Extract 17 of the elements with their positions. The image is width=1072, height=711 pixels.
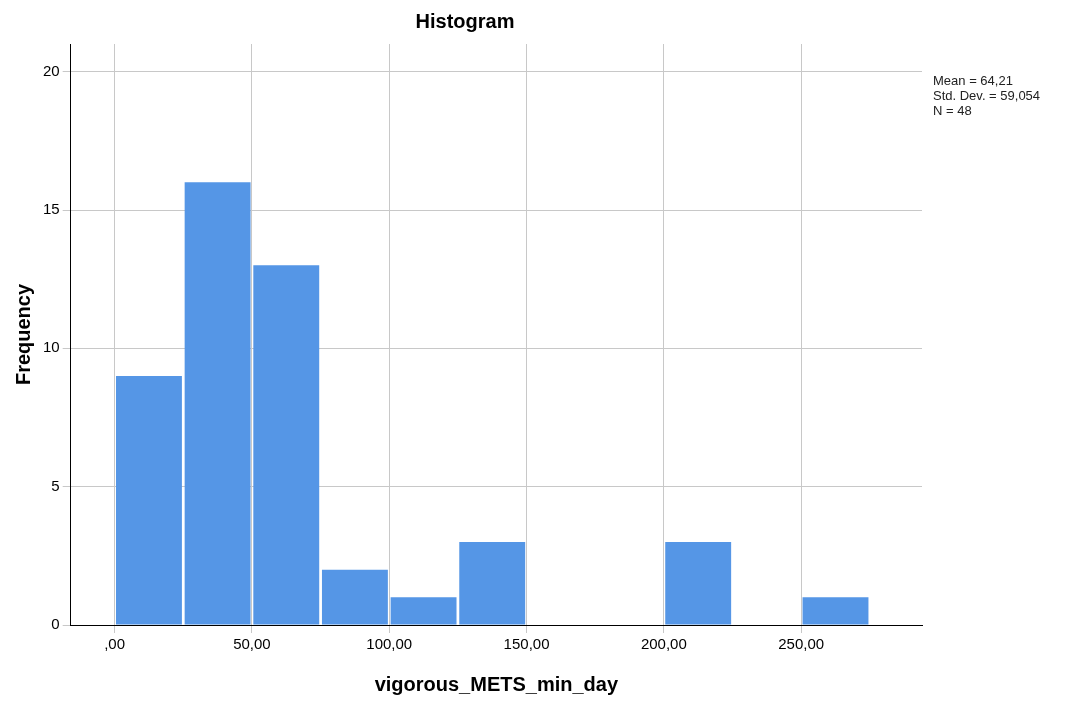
x-tick-label: 150,00 (503, 635, 550, 653)
text: N = 48 (933, 103, 973, 118)
y-tick-label: 20 (43, 61, 60, 79)
y-tick-label: 15 (43, 200, 60, 218)
x-axis-title: vigorous_METS_min_day (374, 672, 619, 695)
x-tick-label: 200,00 (640, 635, 687, 653)
text: Mean = 64,21 (933, 73, 1014, 88)
y-tick-label: 5 (51, 476, 60, 494)
text: Std. Dev. = 59,054 (933, 88, 1041, 103)
y-tick-label: 10 (43, 338, 60, 356)
y-tick-label: 0 (51, 615, 60, 633)
y-axis-title: Frequency (11, 283, 34, 386)
x-tick-label: ,00 (104, 635, 126, 653)
x-tick-label: 250,00 (778, 635, 825, 653)
x-tick-label: 50,00 (233, 635, 271, 653)
chart-title: Histogram (415, 9, 515, 32)
x-tick-label: 100,00 (366, 635, 413, 653)
